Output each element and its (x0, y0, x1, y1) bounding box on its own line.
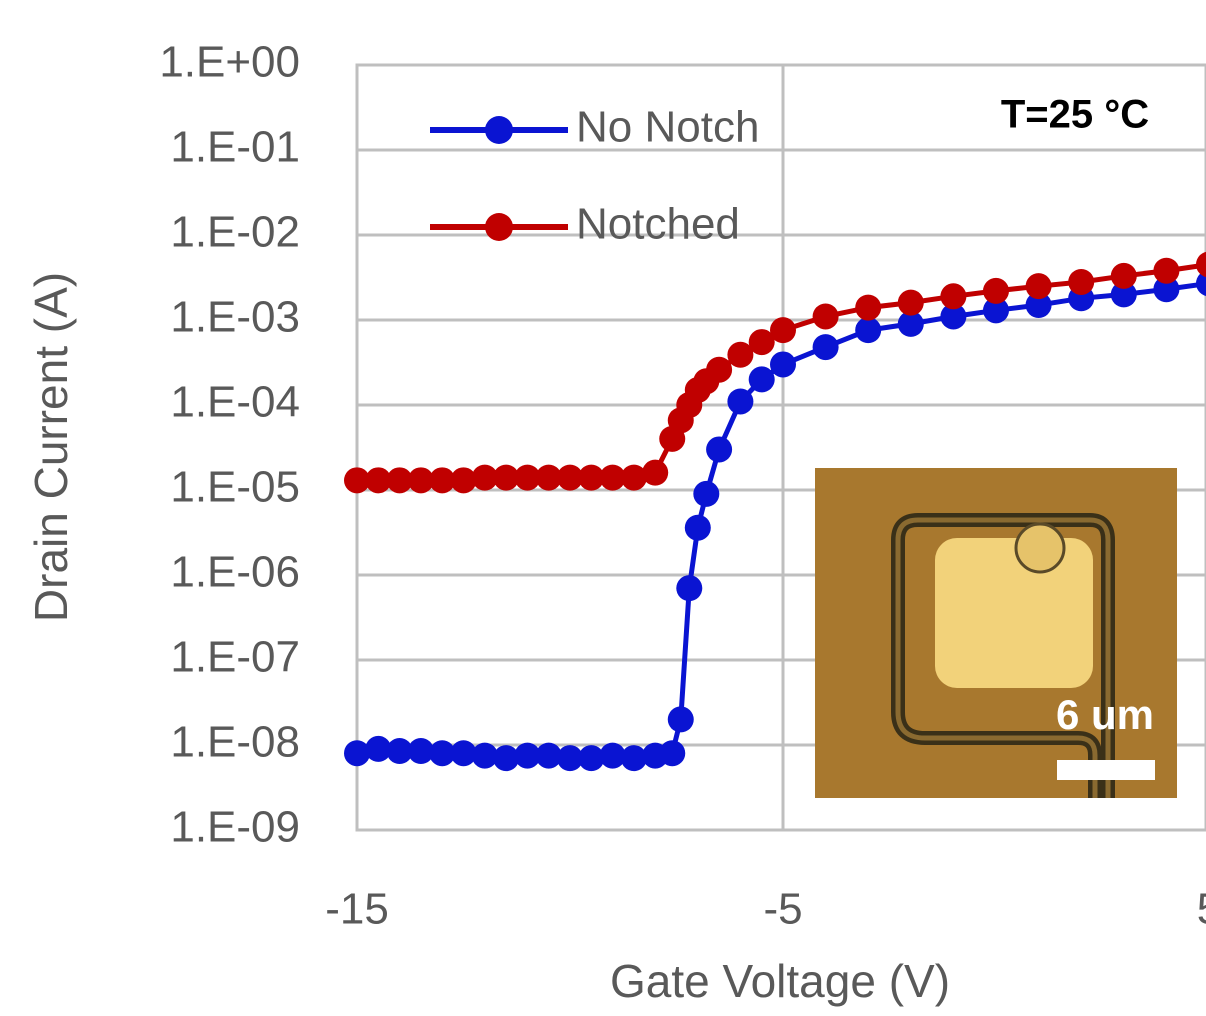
x-axis-title: Gate Voltage (V) (610, 955, 950, 1007)
data-point (813, 303, 839, 329)
y-tick-label: 1.E-09 (170, 803, 300, 852)
data-point (813, 334, 839, 360)
y-axis-title: Drain Current (A) (25, 272, 77, 622)
data-point (1196, 251, 1206, 277)
scale-label: 6 um (1056, 691, 1154, 738)
y-tick-label: 1.E+00 (159, 38, 300, 87)
y-tick-label: 1.E-07 (170, 633, 300, 682)
x-tick-label: -15 (325, 885, 389, 934)
inset-image (815, 468, 1177, 798)
data-point (693, 481, 719, 507)
data-point (898, 290, 924, 316)
data-point (659, 740, 685, 766)
data-point (1068, 269, 1094, 295)
y-tick-label: 1.E-01 (170, 123, 300, 172)
x-tick-label: -5 (763, 885, 802, 934)
y-tick-label: 1.E-02 (170, 208, 300, 257)
y-tick-label: 1.E-04 (170, 378, 300, 427)
data-point (668, 706, 694, 732)
data-point (983, 278, 1009, 304)
data-point (855, 295, 881, 321)
y-tick-label: 1.E-08 (170, 718, 300, 767)
data-point (685, 515, 711, 541)
legend-label: No Notch (576, 103, 759, 152)
data-point (1153, 258, 1179, 284)
legend-marker (485, 116, 513, 144)
x-tick-label: 5 (1197, 885, 1206, 934)
data-point (706, 436, 732, 462)
data-point (1026, 273, 1052, 299)
y-tick-label: 1.E-05 (170, 463, 300, 512)
data-point (1111, 263, 1137, 289)
data-point (940, 283, 966, 309)
legend-label: Notched (576, 200, 740, 249)
data-point (676, 575, 702, 601)
chart: 6 um T=25 °C No Notch Notched Drain Curre… (0, 0, 1206, 1016)
data-point (749, 366, 775, 392)
data-point (855, 317, 881, 343)
data-point (706, 357, 732, 383)
temperature-annotation: T=25 °C (1001, 93, 1149, 137)
data-point (727, 388, 753, 414)
legend: No Notch Notched (430, 103, 759, 249)
legend-marker (485, 213, 513, 241)
y-tick-label: 1.E-06 (170, 548, 300, 597)
page: 6 um T=25 °C No Notch Notched Drain Curre… (0, 0, 1206, 1016)
y-tick-label: 1.E-03 (170, 293, 300, 342)
data-point (642, 460, 668, 486)
data-point (770, 351, 796, 377)
data-point (770, 317, 796, 343)
